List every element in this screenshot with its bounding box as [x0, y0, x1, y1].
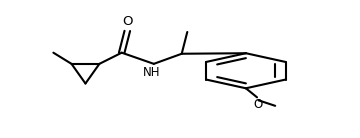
- Text: O: O: [122, 15, 132, 28]
- Text: NH: NH: [143, 66, 160, 79]
- Text: O: O: [253, 98, 262, 111]
